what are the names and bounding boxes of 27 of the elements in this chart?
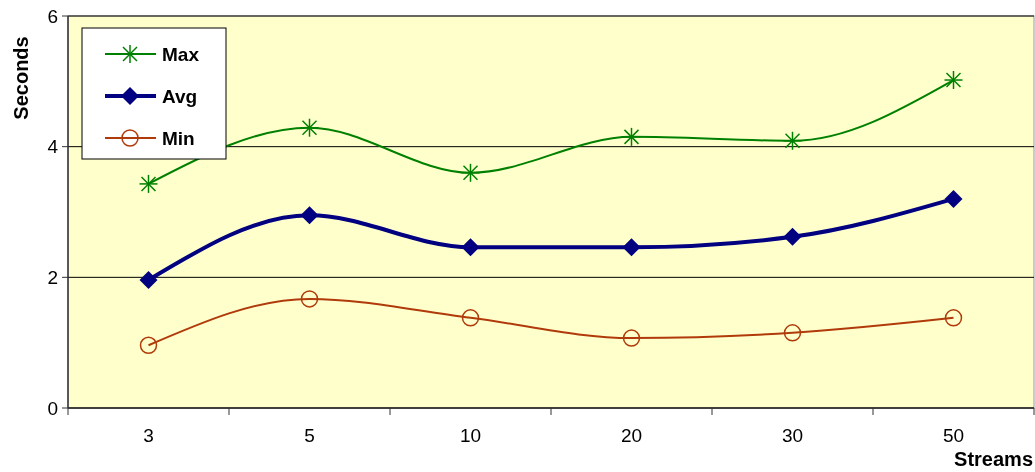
x-tick-label: 10 bbox=[459, 425, 482, 446]
legend-label: Avg bbox=[162, 85, 198, 107]
point bbox=[944, 189, 963, 208]
point bbox=[139, 270, 158, 289]
point bbox=[944, 309, 963, 327]
x-tick-label: 5 bbox=[304, 425, 315, 446]
point bbox=[139, 336, 158, 355]
x-tick-label: 20 bbox=[620, 425, 643, 446]
y-tick-label: 6 bbox=[47, 5, 58, 27]
point bbox=[300, 290, 319, 308]
point bbox=[783, 227, 802, 246]
legend-label: Min bbox=[162, 127, 195, 149]
point bbox=[300, 206, 319, 225]
y-axis-title: Seconds bbox=[10, 36, 32, 120]
x-axis-title: Streams bbox=[954, 448, 1033, 470]
y-tick-label: 4 bbox=[47, 136, 59, 158]
point bbox=[783, 324, 802, 342]
point bbox=[622, 238, 641, 257]
legend-label: Max bbox=[162, 43, 200, 65]
point bbox=[461, 309, 480, 327]
x-tick-label: 50 bbox=[942, 425, 965, 446]
point bbox=[461, 238, 480, 257]
x-tick-label: 30 bbox=[781, 425, 804, 446]
x-tick-label: 3 bbox=[143, 425, 154, 446]
y-tick-label: 0 bbox=[47, 397, 58, 419]
y-tick-label: 2 bbox=[47, 266, 58, 288]
point bbox=[622, 329, 641, 347]
